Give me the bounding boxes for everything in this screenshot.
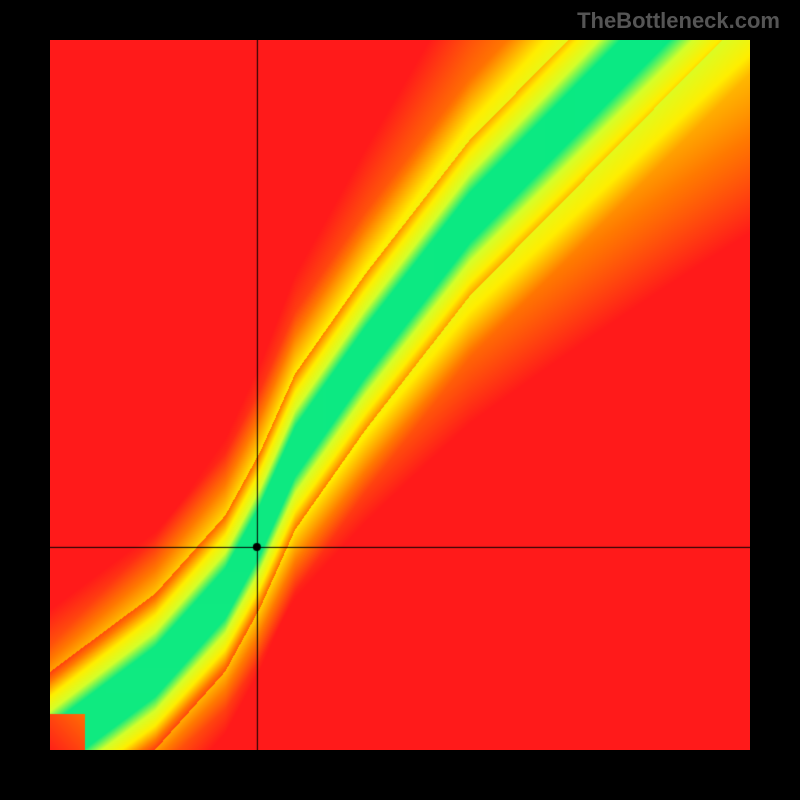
watermark-text: TheBottleneck.com: [577, 8, 780, 34]
heatmap-canvas: [50, 40, 750, 750]
chart-container: TheBottleneck.com: [0, 0, 800, 800]
heatmap-plot: [50, 40, 750, 750]
